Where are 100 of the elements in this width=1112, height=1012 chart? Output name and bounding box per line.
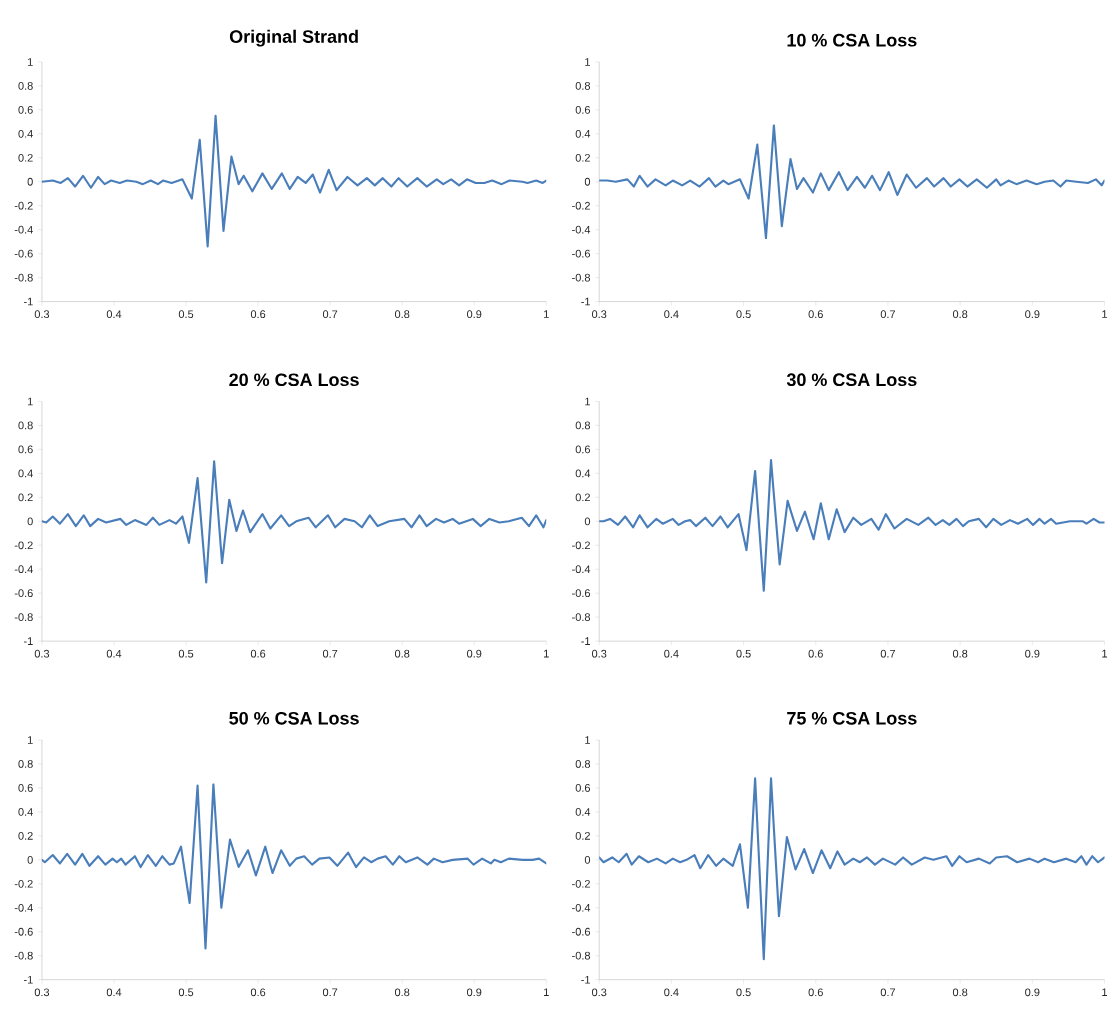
x-tick-label: 0.5 <box>736 988 751 997</box>
y-tick-label: 0.2 <box>575 832 590 840</box>
x-tick-label: 0.7 <box>880 650 896 658</box>
y-tick-label: 0.2 <box>575 154 590 162</box>
x-tick-label: 1 <box>1102 310 1108 319</box>
x-tick-label: 0.6 <box>250 310 266 319</box>
y-tick-label: -0.6 <box>14 249 33 258</box>
x-tick-label: 0.3 <box>34 650 50 658</box>
y-tick-label: -0.6 <box>14 589 33 598</box>
x-tick-label: 1 <box>544 988 549 997</box>
y-tick-label: 0.6 <box>575 445 591 454</box>
y-tick-label: 0.2 <box>575 493 590 502</box>
x-tick-label: 1 <box>1102 650 1108 658</box>
x-tick-label: 0.4 <box>664 988 679 997</box>
y-tick-label: 0.8 <box>18 82 33 90</box>
y-tick-label: 0.4 <box>575 808 591 816</box>
x-tick-label: 0.7 <box>322 310 338 319</box>
y-tick-label: 0.2 <box>18 154 33 162</box>
chart-title: 20 % CSA Loss <box>229 373 359 387</box>
x-tick-label: 0.8 <box>394 650 410 658</box>
x-tick-label: 0.5 <box>178 988 194 997</box>
line-series <box>599 124 1105 240</box>
y-tick-label: 0.4 <box>18 808 33 816</box>
y-tick-label: -0.2 <box>14 880 33 888</box>
y-tick-label: -0.6 <box>572 928 591 936</box>
x-tick-label: 0.4 <box>106 650 122 658</box>
x-tick-label: 0.9 <box>467 310 482 319</box>
x-tick-label: 0.8 <box>952 650 968 658</box>
y-tick-label: -0.2 <box>14 541 33 550</box>
x-tick-label: 0.3 <box>592 988 607 997</box>
y-tick-label: 1 <box>27 58 33 66</box>
y-tick-label: 1 <box>27 397 33 406</box>
y-tick-label: -1 <box>581 298 590 306</box>
x-tick-label: 0.9 <box>1025 650 1040 658</box>
y-tick-label: 0.8 <box>575 421 591 430</box>
y-tick-label: -0.8 <box>14 613 33 622</box>
x-tick-label: 0.4 <box>664 310 679 319</box>
y-tick-label: 0.4 <box>575 130 591 138</box>
x-tick-label: 0.4 <box>664 650 679 658</box>
y-tick-label: 0 <box>584 178 591 186</box>
y-tick-label: -1 <box>23 298 33 306</box>
x-tick-label: 0.9 <box>467 988 482 997</box>
x-tick-label: 0.7 <box>880 988 896 997</box>
x-tick-label: 0.6 <box>250 650 266 658</box>
y-tick-label: 0 <box>584 517 591 526</box>
y-tick-label: 0 <box>27 517 33 526</box>
x-tick-label: 0.9 <box>1025 988 1040 997</box>
y-tick-label: 1 <box>585 397 590 406</box>
y-tick-label: -0.6 <box>572 589 591 598</box>
y-tick-label: 0.4 <box>575 469 591 478</box>
x-tick-label: 0.3 <box>592 310 607 319</box>
y-tick-label: 0.8 <box>18 760 33 769</box>
y-tick-label: -0.8 <box>572 613 591 622</box>
y-tick-label: 0.6 <box>575 106 591 114</box>
y-tick-label: 0.6 <box>575 784 591 793</box>
y-tick-label: 1 <box>585 736 590 744</box>
y-tick-label: -0.6 <box>572 249 591 258</box>
y-tick-label: 1 <box>27 736 33 744</box>
x-tick-label: 0.5 <box>178 310 194 319</box>
y-tick-label: 0.2 <box>18 493 33 502</box>
x-tick-label: 1 <box>1102 988 1108 997</box>
x-tick-label: 0.6 <box>250 988 266 997</box>
y-tick-label: 0.8 <box>575 82 591 90</box>
x-tick-label: 0.6 <box>808 650 823 658</box>
x-tick-label: 0.4 <box>106 988 122 997</box>
y-tick-label: 0.8 <box>18 421 33 430</box>
y-tick-label: 0.6 <box>18 445 33 454</box>
y-tick-label: 0.8 <box>575 760 591 769</box>
x-tick-label: 0.6 <box>808 988 823 997</box>
y-tick-label: 0 <box>27 856 33 864</box>
y-tick-label: -1 <box>23 976 33 984</box>
y-tick-label: 0.4 <box>18 130 33 138</box>
x-tick-label: 0.3 <box>34 988 50 997</box>
x-tick-label: 0.7 <box>880 310 896 319</box>
y-tick-label: -0.2 <box>572 541 590 550</box>
x-tick-label: 0.9 <box>1025 310 1040 319</box>
y-tick-label: -0.8 <box>14 273 33 282</box>
y-tick-label: -0.8 <box>14 952 33 960</box>
y-tick-label: -1 <box>581 976 590 984</box>
line-series <box>599 777 1105 961</box>
x-tick-label: 0.8 <box>394 310 410 319</box>
y-tick-label: -0.4 <box>14 904 33 912</box>
y-tick-label: 0.6 <box>18 784 33 793</box>
y-tick-label: -0.4 <box>14 565 33 574</box>
chart-title: 30 % CSA Loss <box>786 373 917 387</box>
x-tick-label: 1 <box>544 310 549 319</box>
x-tick-label: 0.4 <box>106 310 122 319</box>
y-tick-label: 0 <box>27 178 33 186</box>
line-series <box>41 783 547 950</box>
x-tick-label: 0.9 <box>467 650 482 658</box>
chart-title: 10 % CSA Loss <box>787 34 917 47</box>
x-tick-label: 0.8 <box>952 988 968 997</box>
x-tick-label: 0.7 <box>322 650 338 658</box>
y-tick-label: -1 <box>581 637 590 646</box>
y-tick-label: -0.4 <box>572 225 591 234</box>
y-tick-label: -1 <box>23 637 33 646</box>
x-tick-label: 0.7 <box>322 988 338 997</box>
line-series <box>599 459 1105 593</box>
y-tick-label: -0.4 <box>572 565 591 574</box>
y-tick-label: -0.8 <box>572 273 591 282</box>
